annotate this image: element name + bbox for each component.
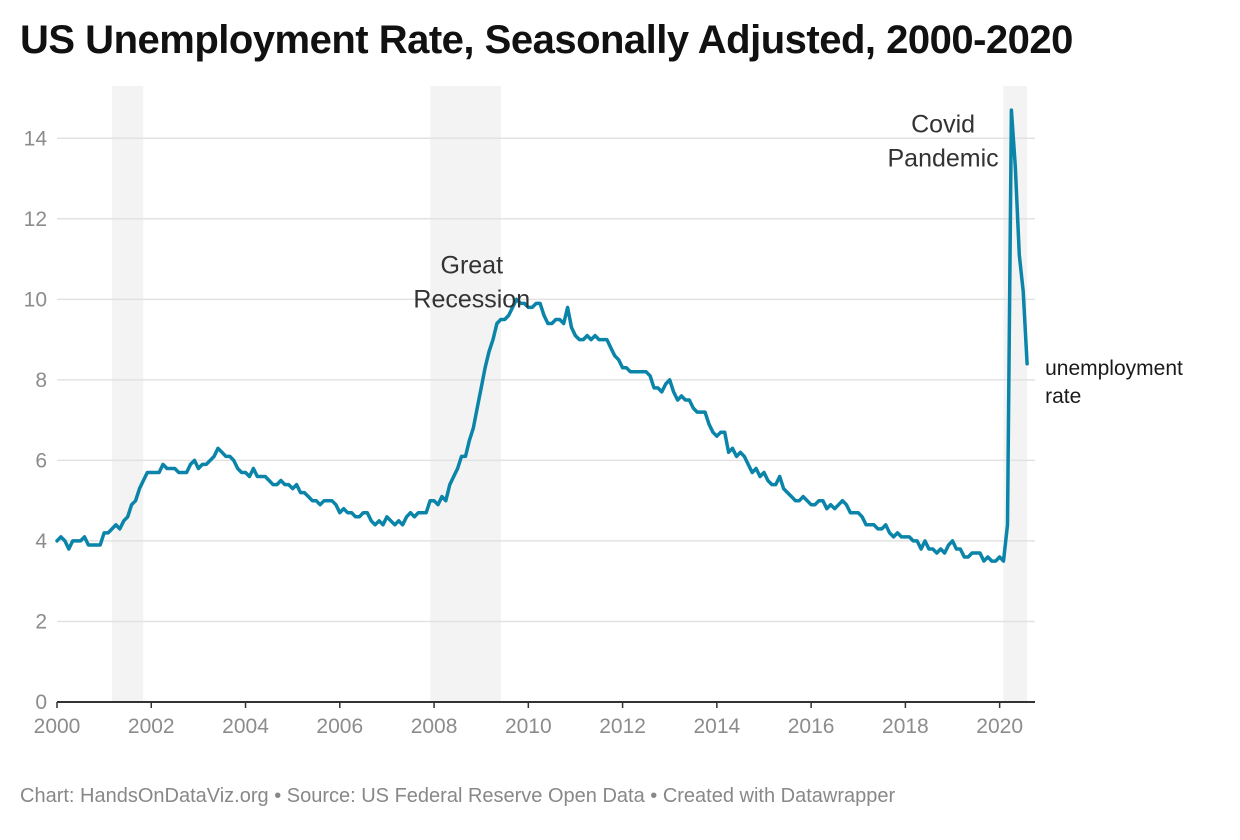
- x-tick-label: 2008: [411, 715, 458, 738]
- annotations: Great Recession Covid Pandemic: [413, 110, 998, 313]
- x-tick-label: 2016: [788, 715, 835, 738]
- y-tick-label: 6: [35, 449, 47, 472]
- y-tick-label: 14: [24, 127, 48, 150]
- y-tick-label: 8: [35, 369, 47, 392]
- chart-footer: Chart: HandsOnDataViz.org • Source: US F…: [20, 785, 896, 807]
- series-lines: unemployment rate: [55, 108, 1183, 563]
- shaded-period-1: [430, 86, 501, 702]
- x-tick-label: 2018: [882, 715, 929, 738]
- recession-shading: [112, 86, 1027, 702]
- annotation-0: Great Recession: [413, 251, 530, 313]
- y-tick-label: 4: [35, 530, 47, 553]
- y-tick-label: 0: [35, 691, 47, 714]
- y-axis-tick-labels: 0 2 4 6 8 10 12 14: [24, 127, 48, 714]
- x-tick-label: 2006: [316, 715, 363, 738]
- x-tick-label: 2002: [128, 715, 175, 738]
- y-tick-label: 12: [24, 208, 47, 231]
- y-tick-label: 10: [24, 288, 47, 311]
- x-tick-label: 2000: [34, 715, 81, 738]
- gridlines: [57, 137, 1035, 703]
- x-axis-tick-labels: 2000 2002 2004 2006 2008 2010 2012 2014 2016 2018…: [34, 702, 1023, 738]
- annotation-1: Covid Pandemic: [888, 110, 999, 172]
- x-tick-label: 2004: [222, 715, 269, 738]
- series-label: unemployment rate: [1045, 357, 1183, 408]
- chart-title: US Unemployment Rate, Seasonally Adjuste…: [20, 18, 1073, 62]
- series-line-0: [55, 108, 1029, 563]
- y-tick-label: 2: [35, 610, 47, 633]
- x-tick-label: 2010: [505, 715, 552, 738]
- x-tick-label: 2012: [599, 715, 646, 738]
- shaded-period-0: [112, 86, 144, 702]
- x-tick-label: 2014: [693, 715, 740, 738]
- x-tick-label: 2020: [976, 715, 1023, 738]
